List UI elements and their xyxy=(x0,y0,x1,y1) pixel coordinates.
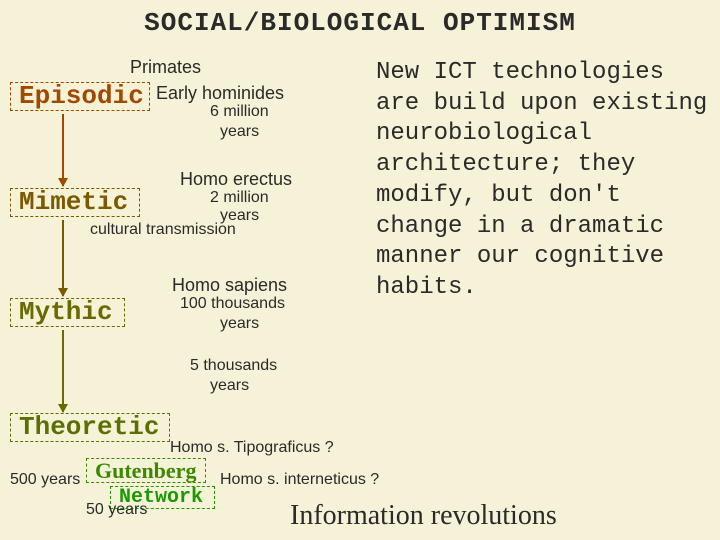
arrow-3 xyxy=(62,330,64,412)
stage-episodic: Episodic xyxy=(10,82,150,111)
lbl-500y: 500 years xyxy=(10,472,80,489)
lbl-2my-a: 2 million xyxy=(210,190,269,207)
stage-gutenberg: Gutenberg xyxy=(86,458,206,483)
lbl-100ky-b: years xyxy=(220,316,259,333)
lbl-5ky-b: years xyxy=(210,378,249,395)
lbl-tipograficus: Homo s. Tipograficus ? xyxy=(170,440,334,457)
lbl-100ky-a: 100 thousands xyxy=(180,296,285,313)
arrow-1 xyxy=(62,114,64,186)
lbl-50y: 50 years xyxy=(86,502,147,519)
stage-mythic: Mythic xyxy=(10,298,125,327)
stage-theoretic: Theoretic xyxy=(10,413,170,442)
lbl-6my-b: years xyxy=(220,124,259,141)
page-title: SOCIAL/BIOLOGICAL OPTIMISM xyxy=(0,8,720,38)
summary-paragraph: New ICT technologies are build upon exis… xyxy=(376,58,710,304)
lbl-homo-sapiens: Homo sapiens xyxy=(172,276,287,295)
arrow-2 xyxy=(62,220,64,296)
lbl-5ky-a: 5 thousands xyxy=(190,358,277,375)
lbl-early-hominides: Early hominides xyxy=(156,84,284,103)
footer-title: Information revolutions xyxy=(290,500,557,532)
lbl-6my-a: 6 million xyxy=(210,104,269,121)
lbl-homo-erectus: Homo erectus xyxy=(180,170,292,189)
lbl-interneticus: Homo s. interneticus ? xyxy=(220,472,379,489)
lbl-cultural-transmission: cultural transmission xyxy=(90,222,236,239)
evolution-diagram: Episodic Mimetic Mythic Theoretic Gutenb… xyxy=(10,58,370,528)
lbl-primates: Primates xyxy=(130,58,201,77)
stage-mimetic: Mimetic xyxy=(10,188,140,217)
